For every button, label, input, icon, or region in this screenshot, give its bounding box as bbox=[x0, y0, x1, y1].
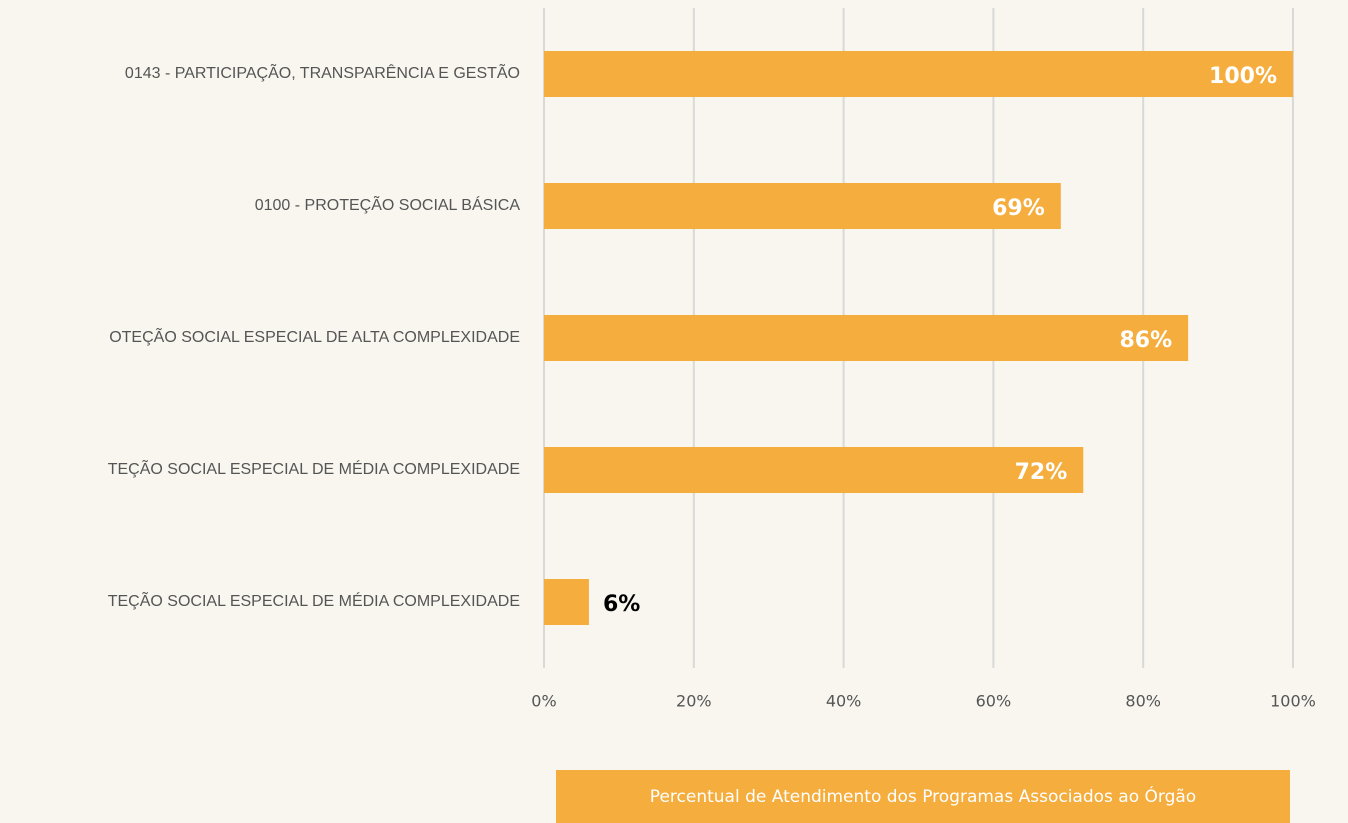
x-tick-label: 100% bbox=[1270, 692, 1316, 711]
bar bbox=[544, 315, 1189, 361]
x-tick-label: 80% bbox=[1125, 692, 1161, 711]
legend-label: Percentual de Atendimento dos Programas … bbox=[650, 785, 1196, 807]
x-tick-label: 40% bbox=[826, 692, 862, 711]
y-tick-label: 0100 - PROTEÇÃO SOCIAL BÁSICA bbox=[255, 194, 521, 214]
bar bbox=[544, 51, 1293, 97]
data-label: 100% bbox=[1209, 64, 1277, 89]
y-tick-label: TEÇÃO SOCIAL ESPECIAL DE MÉDIA COMPLEXID… bbox=[108, 458, 520, 478]
data-label: 86% bbox=[1119, 328, 1172, 353]
x-tick-label: 0% bbox=[531, 692, 556, 711]
bar bbox=[544, 447, 1084, 493]
y-tick-label: OTEÇÃO SOCIAL ESPECIAL DE ALTA COMPLEXID… bbox=[109, 326, 520, 346]
data-label: 6% bbox=[603, 592, 640, 617]
data-label: 72% bbox=[1015, 460, 1068, 485]
bar bbox=[544, 183, 1061, 229]
x-tick-label: 60% bbox=[976, 692, 1012, 711]
data-label: 69% bbox=[992, 196, 1045, 221]
y-tick-label: TEÇÃO SOCIAL ESPECIAL DE MÉDIA COMPLEXID… bbox=[108, 590, 520, 610]
legend-box bbox=[556, 770, 1290, 823]
y-tick-label: 0143 - PARTICIPAÇÃO, TRANSPARÊNCIA E GES… bbox=[125, 62, 520, 82]
bar bbox=[544, 579, 589, 625]
x-tick-label: 20% bbox=[676, 692, 712, 711]
